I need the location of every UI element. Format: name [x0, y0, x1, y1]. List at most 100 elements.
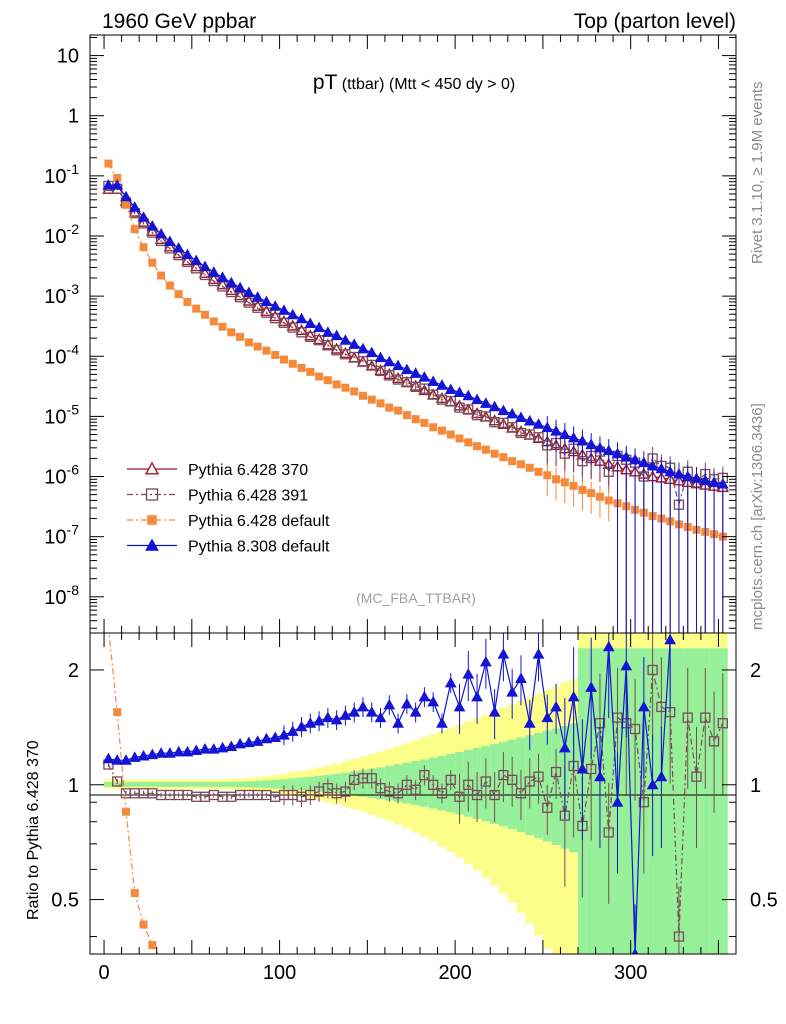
- data-point: [183, 297, 192, 306]
- data-point: [585, 681, 598, 692]
- data-point: [172, 242, 185, 253]
- data-point: [436, 788, 448, 799]
- band-inner: [200, 782, 210, 787]
- x-tick-label: 0: [98, 962, 109, 984]
- data-point: [708, 736, 720, 747]
- data-point: [330, 329, 343, 341]
- data-point: [200, 310, 209, 319]
- data-point: [174, 290, 183, 299]
- data-point: [401, 697, 413, 709]
- data-point: [358, 391, 367, 400]
- ratio-series-1: [108, 633, 159, 954]
- data-point: [620, 451, 633, 462]
- data-point: [128, 751, 141, 762]
- data-point: [376, 399, 385, 408]
- data-point: [260, 304, 273, 316]
- data-point: [260, 732, 273, 744]
- data-point: [120, 190, 132, 202]
- data-point: [260, 295, 273, 307]
- ratio-plot: 0.5 0.5 1 1 2 2 0 100 200 300 Ratio to Pythia 6.4…: [25, 632, 778, 984]
- data-point: [113, 708, 122, 717]
- band-inner: [630, 648, 640, 954]
- data-point: [207, 743, 220, 754]
- data-point: [567, 431, 580, 443]
- data-point: [315, 372, 324, 381]
- data-point: [304, 717, 317, 728]
- data-point: [436, 717, 448, 728]
- data-point: [216, 741, 229, 753]
- ratio-y-tick-label-right: 0.5: [750, 890, 778, 912]
- main-plot-title-main: pT: [313, 71, 338, 94]
- ratio-series: [102, 633, 728, 954]
- data-point: [295, 323, 308, 336]
- data-point: [515, 788, 527, 799]
- data-point: [699, 474, 712, 485]
- data-point: [332, 380, 341, 389]
- data-point: [402, 411, 411, 420]
- data-point: [130, 889, 139, 898]
- data-point: [429, 423, 438, 432]
- data-point: [164, 235, 176, 246]
- x-tick-label: 100: [263, 962, 296, 984]
- band-inner: [297, 777, 307, 791]
- data-point: [297, 363, 306, 372]
- data-point: [172, 247, 185, 259]
- data-point: [411, 415, 420, 424]
- data-point: [251, 291, 264, 302]
- band-inner: [262, 780, 272, 789]
- data-point: [542, 802, 553, 813]
- data-point: [595, 492, 604, 501]
- data-point: [121, 807, 130, 816]
- band-inner: [139, 782, 149, 787]
- data-point: [313, 321, 325, 333]
- data-point: [295, 720, 308, 732]
- data-point: [585, 438, 598, 450]
- y-tick-label: 10-2: [44, 221, 79, 248]
- data-point: [365, 706, 378, 717]
- data-point: [523, 717, 536, 728]
- data-point: [383, 355, 396, 367]
- data-point: [157, 271, 166, 280]
- data-point: [418, 690, 431, 702]
- legend-entry: Pythia 6.428 391: [127, 488, 308, 505]
- data-point: [550, 766, 562, 778]
- data-point: [367, 395, 376, 404]
- rivet-side-text: Rivet 3.1.10, ≥ 1.9M events: [749, 82, 766, 265]
- ratio-plot-frame: [89, 632, 737, 955]
- legend-label: Pythia 8.308 default: [188, 539, 330, 556]
- data-point: [638, 797, 649, 808]
- data-point: [348, 706, 361, 717]
- data-point: [199, 260, 211, 272]
- data-point: [410, 784, 421, 795]
- data-point: [304, 317, 317, 329]
- data-point: [489, 789, 500, 801]
- data-point: [655, 770, 668, 782]
- data-point: [488, 400, 501, 412]
- data-point: [278, 729, 290, 740]
- y-tick-label: 10-5: [44, 401, 79, 428]
- data-point: [463, 404, 474, 415]
- data-point: [216, 278, 229, 290]
- data-point: [428, 779, 439, 790]
- data-point: [541, 711, 554, 723]
- data-point: [611, 447, 624, 459]
- data-point: [330, 713, 343, 725]
- data-point: [587, 489, 596, 498]
- data-point: [436, 379, 448, 390]
- data-point: [261, 307, 272, 318]
- data-point: [506, 686, 519, 697]
- data-point: [602, 444, 615, 456]
- band-inner: [112, 782, 123, 787]
- data-point: [357, 342, 369, 354]
- data-point: [446, 430, 455, 439]
- legend-label: Pythia 6.428 default: [188, 513, 330, 530]
- data-point: [243, 297, 255, 308]
- data-point: [253, 342, 262, 351]
- data-point: [681, 470, 694, 482]
- band-inner: [156, 782, 166, 787]
- data-point: [455, 434, 464, 443]
- data-point: [558, 428, 571, 439]
- data-point: [462, 389, 475, 401]
- band-inner: [665, 648, 676, 954]
- data-point: [374, 711, 387, 723]
